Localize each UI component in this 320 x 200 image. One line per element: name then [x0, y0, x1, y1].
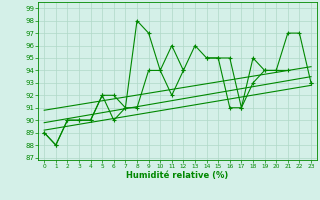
X-axis label: Humidité relative (%): Humidité relative (%) — [126, 171, 229, 180]
